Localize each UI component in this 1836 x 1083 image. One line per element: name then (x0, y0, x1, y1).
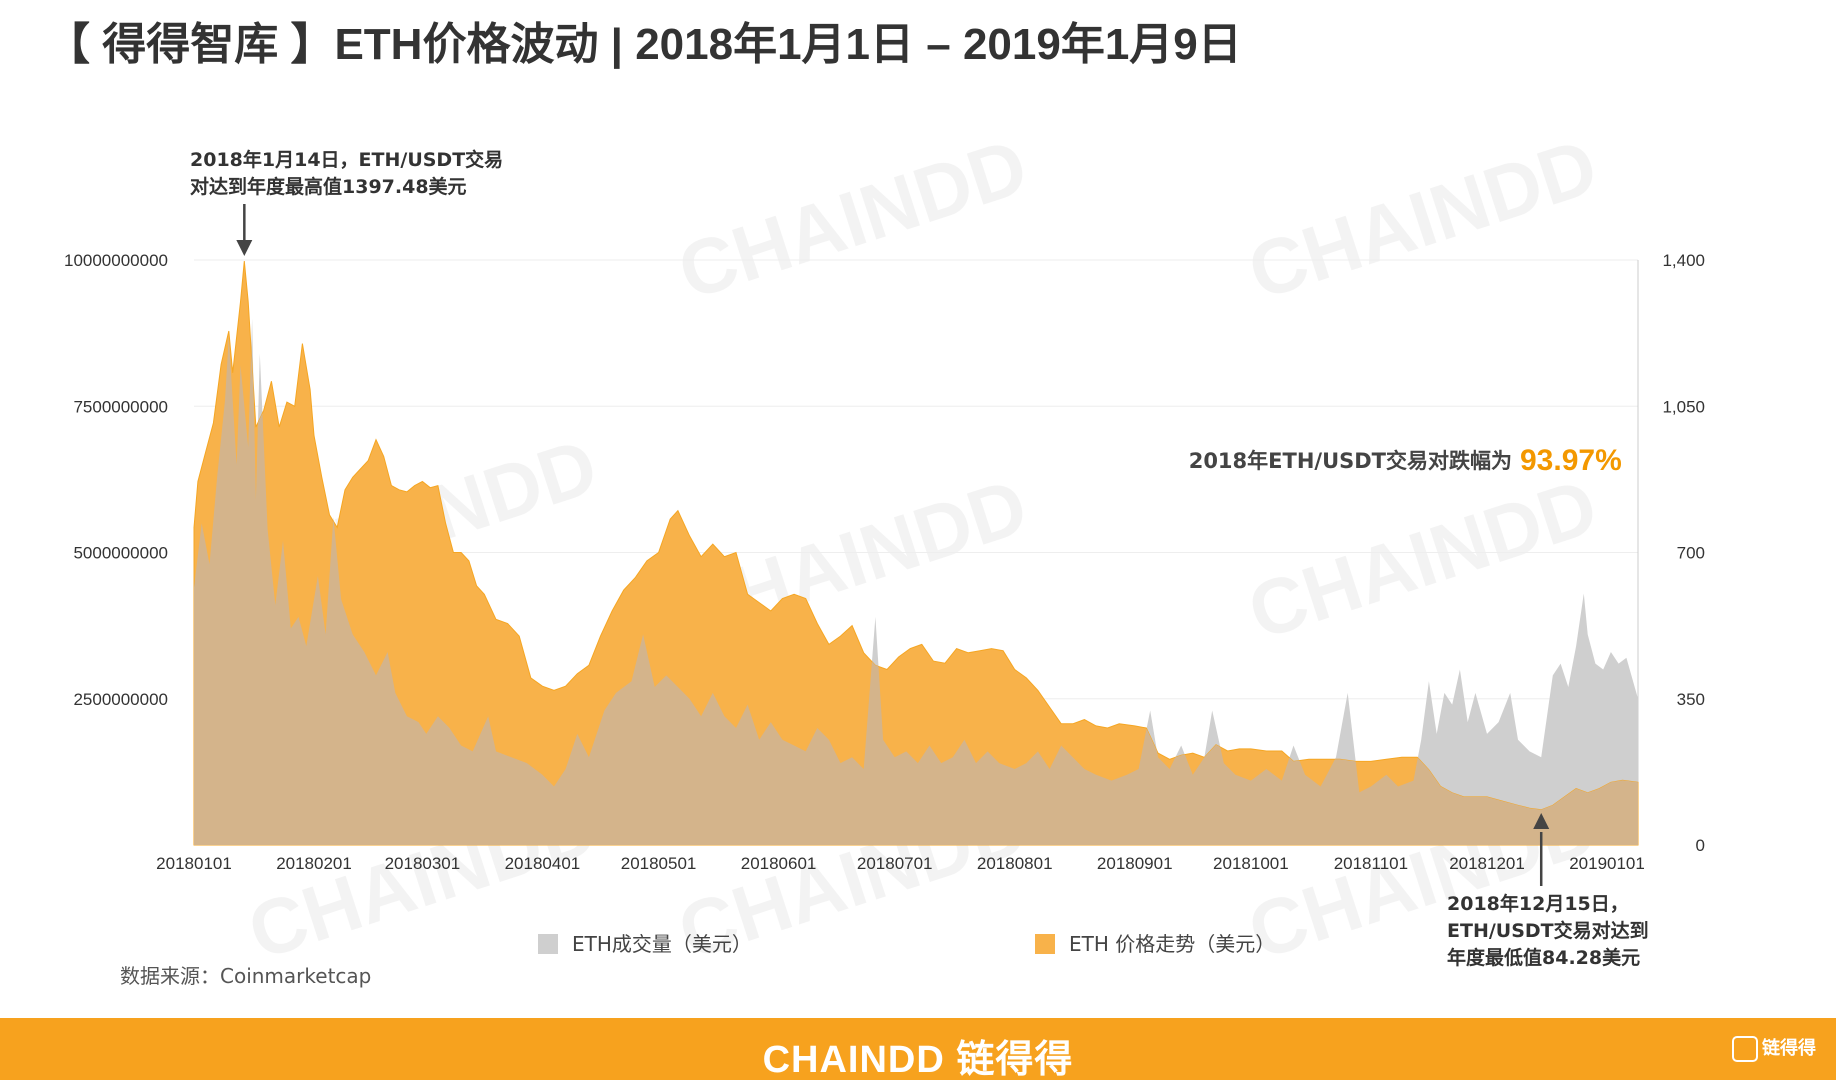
chart-title: 【 得得智库 】ETH价格波动 | 2018年1月1日 – 2019年1月9日 (46, 20, 1242, 69)
x-tick-label: 20180701 (857, 854, 933, 873)
low-annotation-text: ETH/USDT交易对达到 (1447, 919, 1649, 942)
x-tick-label: 20181201 (1449, 854, 1525, 873)
y-left-tick-label: 10000000000 (64, 251, 168, 270)
x-tick-label: 20180501 (621, 854, 697, 873)
legend-swatch-0[interactable] (538, 934, 558, 954)
y-left-tick-label: 5000000000 (73, 544, 168, 563)
y-right-tick-label: 700 (1677, 544, 1705, 563)
x-tick-label: 20181001 (1213, 854, 1289, 873)
drop-percentage: 93.97% (1520, 444, 1622, 477)
legend-swatch-1[interactable] (1035, 934, 1055, 954)
y-right-tick-label: 350 (1677, 690, 1705, 709)
x-tick-label: 20180101 (156, 854, 232, 873)
x-tick-label: 20181101 (1334, 854, 1408, 873)
footer-corner-logo: 链得得 (1732, 1034, 1816, 1063)
x-tick-label: 20180801 (977, 854, 1053, 873)
axes: 10000000000 7500000000 5000000000 250000000… (64, 251, 1705, 873)
legend-label-0[interactable]: ETH成交量（美元） (572, 932, 752, 956)
y-right-tick-label: 1,050 (1662, 397, 1705, 416)
high-arrow-head (236, 240, 253, 256)
low-annotation-text: 2018年12月15日， (1447, 892, 1629, 915)
low-arrow-head (1533, 813, 1550, 829)
high-annotation-text: 对达到年度最高值1397.48美元 (190, 175, 467, 198)
x-tick-label: 20180901 (1097, 854, 1173, 873)
watermark-text-1: CHAINDD (1238, 121, 1607, 316)
y-right-tick-label: 0 (1696, 836, 1705, 855)
watermark-text-0: CHAINDD (668, 121, 1037, 316)
x-tick-label: 20180601 (741, 854, 817, 873)
footer-bar: CHAINDD 链得得 链得得 (0, 1018, 1836, 1081)
x-tick-label: 20180301 (385, 854, 461, 873)
footer-logo-text: 链得得 (1762, 1038, 1816, 1058)
y-right-tick-label: 1,400 (1662, 251, 1705, 270)
y-left-tick-label: 7500000000 (73, 397, 168, 416)
y-left-tick-label: 2500000000 (73, 690, 168, 709)
legend-label-1[interactable]: ETH 价格走势（美元） (1069, 932, 1275, 956)
area-layer (193, 261, 1639, 846)
x-tick-label: 20180401 (505, 854, 581, 873)
drop-label: 2018年ETH/USDT交易对跌幅为 (1189, 449, 1512, 473)
logo-box-icon (1732, 1036, 1758, 1063)
watermark-text-4: CHAINDD (1238, 461, 1607, 656)
high-annotation-text: 2018年1月14日，ETH/USDT交易 (190, 148, 503, 171)
x-tick-label: 20180201 (276, 854, 352, 873)
data-source-note: 数据来源：Coinmarketcap (120, 964, 372, 988)
x-tick-label: 20190101 (1569, 854, 1645, 873)
legend[interactable]: ETH成交量（美元） ETH 价格走势（美元） (538, 932, 1275, 956)
price-area (193, 261, 1639, 846)
footer-brand-logo: CHAINDD 链得得 (762, 1039, 1074, 1081)
low-annotation-text: 年度最低值84.28美元 (1447, 946, 1640, 969)
